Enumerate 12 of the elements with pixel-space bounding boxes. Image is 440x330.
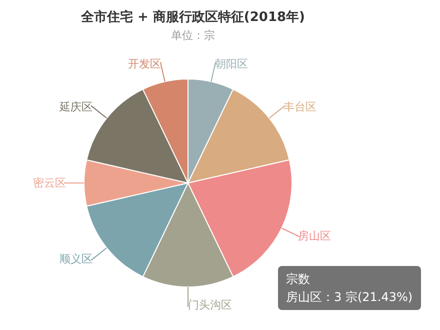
slice-label: 密云区 [33, 176, 66, 190]
chart-title: 全市住宅 + 商服行政区特征(2018年) [80, 8, 306, 26]
slice-label: 门头沟区 [188, 298, 232, 312]
slice-label: 房山区 [298, 229, 331, 242]
slice-label: 延庆区 [58, 100, 93, 114]
text: 宗数 [286, 271, 311, 288]
slice-label: 开发区 [128, 58, 161, 71]
slice-label: 丰台区 [283, 100, 316, 114]
text: 房山区：3 宗(21.43%) [286, 289, 413, 306]
chart-subtitle: 单位：宗 [170, 28, 216, 43]
slice-label: 朝阳区 [215, 58, 248, 71]
slice-label: 顺义区 [60, 252, 93, 266]
